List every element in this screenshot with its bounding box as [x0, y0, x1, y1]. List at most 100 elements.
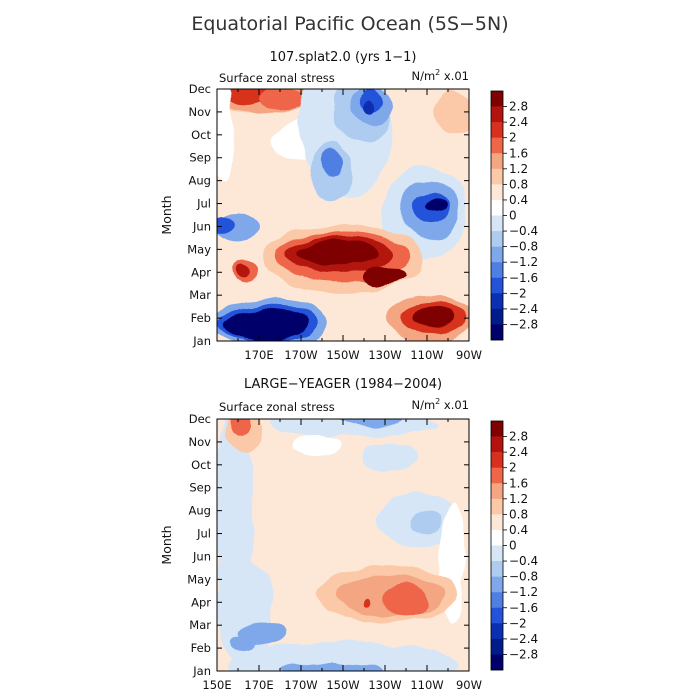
x-tick-label: 150W — [326, 348, 359, 362]
colorbar-label: 0 — [509, 209, 517, 223]
y-tick-label: May — [187, 242, 211, 256]
contour-region — [235, 263, 249, 277]
colorbar-label: 0.4 — [509, 193, 528, 207]
colorbar-label: 0.8 — [509, 177, 528, 191]
colorbar-swatch — [491, 199, 503, 216]
colorbar-swatch — [491, 324, 503, 341]
colorbar-label: −0.4 — [509, 554, 538, 568]
contour-region — [290, 435, 341, 458]
colorbar: 2.82.4 21.6 1.20.8 0.4 0−0.4 −0.8−1.2 −1.6−2 −2… — [490, 90, 538, 341]
colorbar-label: 0.4 — [509, 523, 528, 537]
y-tick-label: Dec — [189, 82, 211, 96]
colorbar-label: −1.2 — [509, 255, 538, 269]
colorbar-swatch — [491, 106, 503, 123]
heatmap-area — [217, 89, 469, 341]
colorbar-swatch — [491, 607, 503, 624]
y-tick-label: Jan — [192, 334, 211, 348]
y-tick-label: Aug — [189, 504, 211, 518]
colorbar-label: −1.6 — [509, 271, 538, 285]
y-tick-label: Apr — [191, 265, 211, 279]
y-tick-label: Feb — [191, 311, 211, 325]
colorbar: 2.82.4 21.6 1.20.8 0.4 0−0.4 −0.8−1.2 −1.6−2 −2… — [490, 420, 538, 671]
colorbar-swatch — [491, 467, 503, 484]
panel-observations: LARGE−YEAGER (1984−2004) Surface zonal s… — [159, 377, 538, 692]
contour-region — [280, 663, 385, 671]
colorbar-swatch — [491, 529, 503, 546]
colorbar-label: −2 — [509, 286, 527, 300]
x-tick-label: 90W — [456, 678, 482, 692]
contour-region — [408, 509, 442, 535]
colorbar-label: −2.4 — [509, 632, 538, 646]
colorbar-swatch — [491, 308, 503, 325]
colorbar-swatch — [491, 91, 503, 107]
x-tick-label: 90W — [456, 348, 482, 362]
contour-region — [361, 266, 404, 286]
colorbar-label: −0.8 — [509, 570, 538, 584]
y-tick-label: Apr — [191, 595, 211, 609]
colorbar-swatch — [491, 246, 503, 263]
colorbar-label: 1.6 — [509, 146, 528, 160]
colorbar-swatch — [491, 592, 503, 609]
units-label: N/m2 x.01 — [411, 397, 469, 412]
x-tick-label: 130W — [368, 678, 401, 692]
y-tick-label: Mar — [189, 288, 211, 302]
colorbar-swatch — [491, 452, 503, 468]
colorbar-swatch — [491, 561, 503, 577]
x-tick-label: 110W — [410, 678, 443, 692]
colorbar-swatch — [491, 576, 503, 593]
colorbar-label: −0.8 — [509, 240, 538, 254]
colorbar-label: 2 — [509, 461, 517, 475]
contour-region — [217, 215, 234, 234]
contour-region — [364, 598, 373, 606]
contour-region — [433, 93, 469, 135]
contour-region — [385, 585, 427, 615]
colorbar-label: −1.2 — [509, 585, 538, 599]
colorbar-label: −2.4 — [509, 302, 538, 316]
x-tick-label: 170E — [244, 678, 273, 692]
colorbar-swatch — [491, 483, 503, 500]
colorbar-swatch — [491, 514, 503, 531]
y-tick-label: Dec — [189, 412, 211, 426]
colorbar-swatch — [491, 122, 503, 138]
panel-subtitle: 107.splat2.0 (yrs 1−1) — [270, 50, 417, 65]
contour-region — [227, 642, 459, 671]
x-tick-label: 110W — [410, 348, 443, 362]
colorbar-label: 1.6 — [509, 476, 528, 490]
colorbar-label: 2.4 — [509, 115, 528, 129]
colorbar-swatch — [491, 498, 503, 515]
y-tick-label: May — [187, 572, 211, 586]
colorbar-swatch — [491, 168, 503, 185]
y-tick-label: Oct — [191, 128, 211, 142]
colorbar-label: 1.2 — [509, 492, 528, 506]
colorbar-swatch — [491, 545, 503, 562]
panel-subtitle: LARGE−YEAGER (1984−2004) — [244, 377, 442, 392]
colorbar-label: 2 — [509, 131, 517, 145]
x-tick-label: 150W — [326, 678, 359, 692]
y-tick-label: Jul — [196, 197, 211, 211]
colorbar-swatch — [491, 421, 503, 437]
contour-region — [229, 419, 251, 436]
y-tick-label: Jan — [192, 664, 211, 678]
colorbar-swatch — [491, 262, 503, 279]
colorbar-swatch — [491, 215, 503, 232]
colorbar-swatch — [491, 638, 503, 655]
colorbar-swatch — [491, 184, 503, 201]
colorbar-label: 0 — [509, 539, 517, 553]
contour-region — [414, 308, 453, 328]
colorbar-swatch — [491, 436, 503, 453]
x-tick-label: 170W — [284, 678, 317, 692]
y-tick-label: Jul — [196, 527, 211, 541]
colorbar-label: 2.8 — [509, 100, 528, 114]
figure-title: Equatorial Pacific Ocean (5S−5N) — [191, 13, 508, 35]
y-tick-label: Jun — [192, 219, 211, 233]
contour-region — [223, 310, 308, 340]
contour-region — [317, 148, 343, 176]
y-tick-label: Jun — [192, 549, 211, 563]
colorbar-label: −2.8 — [509, 647, 538, 661]
heatmap-area — [217, 419, 469, 671]
y-tick-label: Nov — [189, 105, 212, 119]
y-axis-label: Month — [159, 195, 174, 234]
colorbar-swatch — [491, 293, 503, 310]
contour-region — [427, 198, 448, 213]
